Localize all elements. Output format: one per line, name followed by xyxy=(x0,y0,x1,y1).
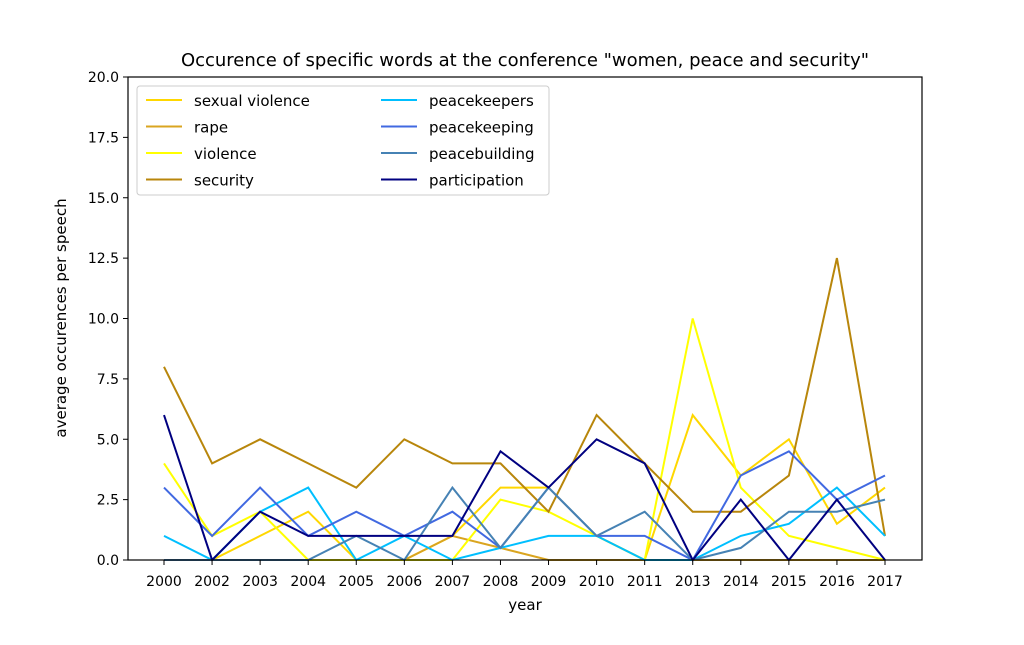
y-axis-label: average occurences per speech xyxy=(52,198,70,437)
x-tick-label: 2010 xyxy=(579,574,615,590)
x-axis-label: year xyxy=(508,596,542,614)
x-tick-label: 2006 xyxy=(387,574,423,590)
legend-label: peacebuilding xyxy=(429,145,535,163)
y-tick-label: 12.5 xyxy=(88,251,119,267)
x-tick-label: 2016 xyxy=(819,574,855,590)
y-tick-label: 2.5 xyxy=(97,493,119,509)
y-tick-label: 10.0 xyxy=(88,312,119,328)
legend-label: security xyxy=(194,172,254,190)
y-tick-label: 5.0 xyxy=(97,432,119,448)
series-line-security xyxy=(163,257,886,537)
legend-label: violence xyxy=(194,145,257,163)
x-tick-label: 2002 xyxy=(194,574,230,590)
chart-title: Occurence of specific words at the confe… xyxy=(181,50,869,71)
y-tick-label: 17.5 xyxy=(88,130,119,146)
y-tick-label: 15.0 xyxy=(88,191,119,207)
legend: sexual violence rape violence security peace… xyxy=(136,85,550,196)
ticks-layer: 2000 2002 2003 2004 2005 2006 2007 2008 2009 2010… xyxy=(88,70,903,590)
x-tick-label: 2000 xyxy=(146,574,182,590)
x-tick-label: 2014 xyxy=(723,574,759,590)
x-tick-label: 2013 xyxy=(675,574,711,590)
x-tick-label: 2011 xyxy=(627,574,663,590)
legend-label: peacekeepers xyxy=(429,92,534,110)
legend-label: rape xyxy=(194,119,228,137)
series-line-violence xyxy=(163,318,886,562)
y-tick-label: 20.0 xyxy=(88,70,119,86)
series-layer xyxy=(163,257,886,562)
legend-label: peacekeeping xyxy=(429,119,534,137)
x-tick-label: 2008 xyxy=(483,574,519,590)
x-tick-label: 2015 xyxy=(771,574,807,590)
x-tick-label: 2009 xyxy=(531,574,567,590)
plot-frame xyxy=(127,76,923,561)
x-tick-label: 2003 xyxy=(242,574,278,590)
legend-box xyxy=(136,85,550,196)
y-tick-label: 0.0 xyxy=(97,553,119,569)
x-tick-label: 2004 xyxy=(290,574,326,590)
legend-label: participation xyxy=(429,172,524,190)
x-tick-label: 2005 xyxy=(338,574,374,590)
series-line-participation xyxy=(163,414,886,562)
y-tick-label: 7.5 xyxy=(97,372,119,388)
series-line-rape xyxy=(164,534,885,561)
x-tick-label: 2017 xyxy=(867,574,903,590)
legend-label: sexual violence xyxy=(194,92,310,110)
x-tick-label: 2007 xyxy=(435,574,471,590)
